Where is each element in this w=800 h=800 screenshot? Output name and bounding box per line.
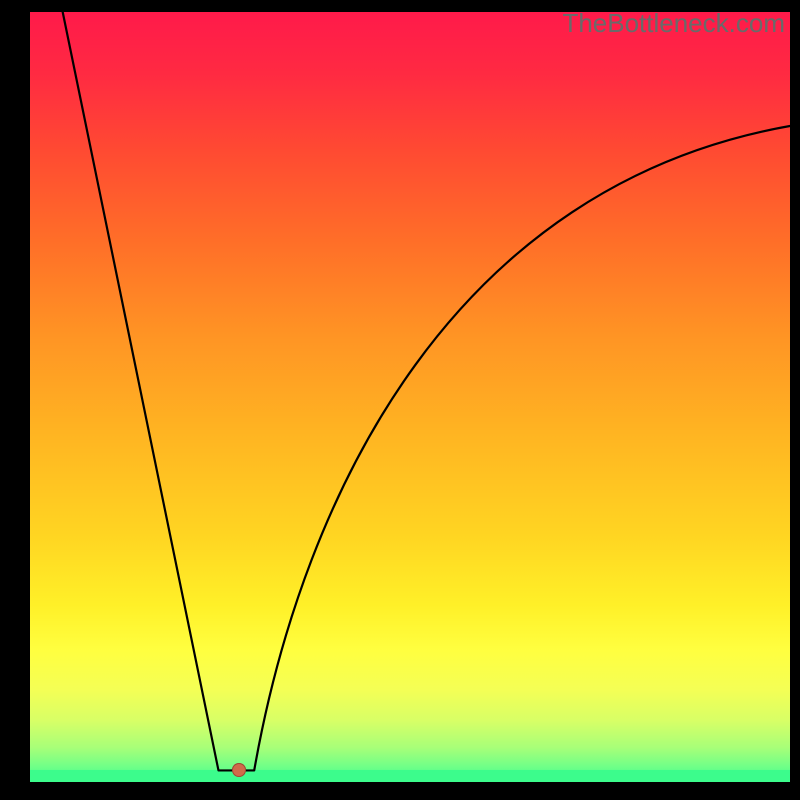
bottleneck-curve [30, 12, 790, 782]
plot-area [30, 12, 790, 782]
watermark-text: TheBottleneck.com [562, 8, 785, 39]
bottom-band [30, 770, 790, 782]
